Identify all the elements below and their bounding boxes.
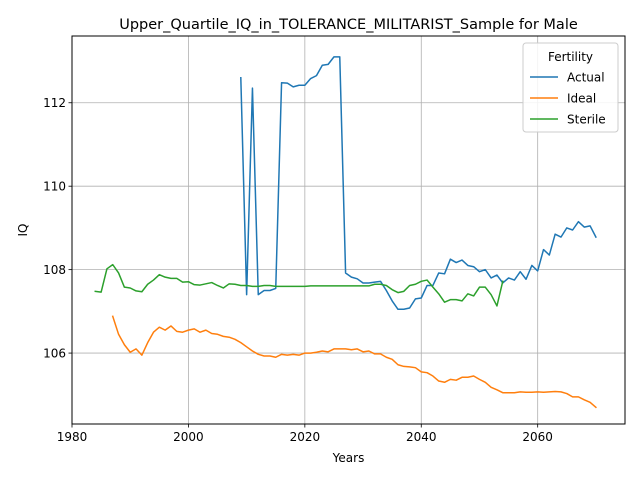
legend-label-actual: Actual [567,70,605,84]
x-tick-label: 2020 [290,430,321,444]
y-axis-ticks: 106 108 110 112 [43,96,72,360]
y-tick-label: 110 [43,179,66,193]
x-tick-label: 1980 [57,430,88,444]
x-axis-label: Years [332,451,365,465]
y-axis-label: IQ [16,224,30,237]
x-tick-label: 2060 [522,430,553,444]
y-tick-label: 106 [43,346,66,360]
x-tick-label: 2000 [173,430,204,444]
x-axis-ticks: 1980 2000 2020 2040 2060 [57,424,553,444]
legend-entries: Actual Ideal Sterile [530,70,606,126]
series-line-sterile [94,263,504,307]
series-lines [94,56,597,409]
legend-label-ideal: Ideal [567,91,596,105]
y-tick-label: 112 [43,96,66,110]
series-line-ideal [111,315,597,409]
x-tick-label: 2040 [406,430,437,444]
plot-frame [71,35,626,425]
y-tick-label: 108 [43,263,66,277]
grid-lines [71,36,625,424]
legend-box [522,42,619,133]
legend: Fertility Actual Ideal Sterile [522,42,619,133]
series-line-actual [240,56,597,311]
chart-title: Upper_Quartile_IQ_in_TOLERANCE_MILITARIS… [119,17,578,33]
legend-label-sterile: Sterile [567,112,606,126]
legend-title: Fertility [548,50,593,64]
